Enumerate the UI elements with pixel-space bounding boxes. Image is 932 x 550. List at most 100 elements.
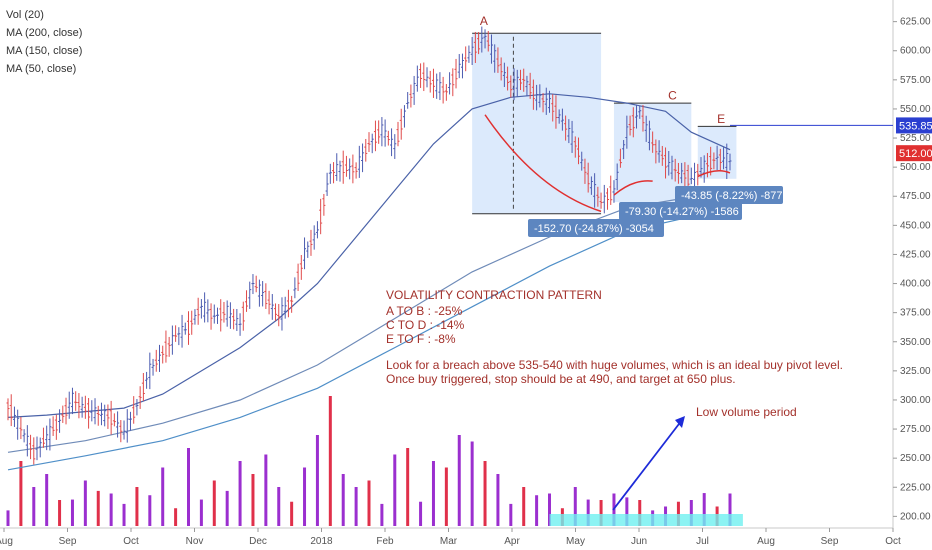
volume-bar-4 [58,500,62,526]
volume-bar-37 [483,461,487,526]
y-tick-label-2: 250.00 [900,453,931,464]
y-tick-label-3: 275.00 [900,424,931,435]
x-tick-label-14: Oct [885,536,901,547]
low-volume-arrow [612,419,683,511]
x-tick-label-4: Dec [249,536,267,547]
volume-bar-12 [161,467,165,526]
volume-bar-17 [225,490,229,526]
annotation-title: VOLATILITY CONTRACTION PATTERN [386,288,602,302]
volume-bar-13 [174,508,178,526]
legend-item-ma50[interactable]: MA (50, close) [6,63,77,75]
volume-bar-14 [187,448,190,526]
x-tick-label-13: Sep [821,536,839,547]
volume-bar-38 [496,474,500,526]
x-tick-label-3: Nov [186,536,204,547]
y-tick-label-0: 200.00 [900,511,931,522]
x-tick-label-12: Aug [757,536,775,547]
volume-bar-29 [380,503,384,526]
low-volume-arrowhead [675,416,685,428]
volume-bar-10 [135,487,139,526]
volume-bar-31 [406,448,410,526]
volume-bar-33 [431,461,435,526]
current-price-value: 535.85 [899,120,932,132]
volume-bar-2 [32,487,36,526]
volume-bar-52 [676,501,680,526]
y-tick-label-12: 500.00 [900,162,931,173]
ma50-line [7,93,731,418]
volume-bar-54 [702,493,706,526]
marker-price-tag [896,145,932,162]
volume-bar-11 [148,495,152,526]
legend-item-ma200[interactable]: MA (200, close) [6,27,83,39]
volume-bar-53 [689,500,693,526]
marker-price-value: 512.00 [899,148,932,160]
volume-bar-8 [109,493,113,526]
y-tick-label-1: 225.00 [900,482,931,493]
volume-bar-28 [367,480,371,526]
annotation-note-2: Once buy triggered, stop should be at 49… [386,372,736,386]
volume-bar-46 [599,500,603,526]
y-tick-label-16: 600.00 [900,46,931,57]
volume-bar-23 [303,467,307,526]
volume-bar-18 [238,461,242,526]
volume-bar-9 [122,503,126,526]
volume-bar-15 [199,499,203,526]
volume-bar-22 [290,501,294,526]
y-tick-label-15: 575.00 [900,75,931,86]
x-tick-label-7: Mar [440,536,458,547]
x-tick-label-11: Jul [696,536,709,547]
volume-bar-25 [328,396,332,526]
volume-bar-26 [341,474,345,526]
x-tick-label-0: Aug [0,536,13,547]
x-tick-label-2: Oct [123,536,139,547]
legend-item-ma150[interactable]: MA (150, close) [6,45,83,57]
point-label-a: A [480,14,488,28]
volume-bar-6 [83,480,87,526]
volume-bar-7 [96,490,100,526]
cup-curve-a-b [484,114,602,213]
volume-bar-36 [470,441,474,526]
volume-bar-45 [586,499,590,526]
y-tick-label-14: 550.00 [900,104,931,115]
low-volume-zone [549,514,743,526]
volume-bar-42 [548,493,551,526]
volume-bar-27 [354,487,358,526]
annotation-note-1: Look for a breach above 535-540 with hug… [386,358,843,372]
y-tick-label-5: 325.00 [900,366,931,377]
volume-bar-44 [573,487,577,526]
x-tick-label-8: Apr [504,536,520,547]
volume-bar-41 [535,495,539,526]
volume-bar-56 [728,493,732,526]
cup-curve-e-f [697,169,731,178]
cup-curve-c-d [613,180,653,196]
volume-bar-0 [6,510,10,526]
y-tick-label-17: 625.00 [900,17,931,28]
measure-tag-2 [675,186,783,204]
x-tick-label-10: Jun [631,536,647,547]
measure-tag-1 [619,202,742,220]
annotation-line-1: C TO D : -14% [386,318,465,332]
volume-bar-5 [70,499,74,526]
volume-bar-30 [393,454,397,526]
volume-bar-16 [212,480,216,526]
measure-text-2: -43.85 (-8.22%) -877 [681,190,783,202]
volume-bar-39 [509,503,513,526]
legend-item-volume[interactable]: Vol (20) [6,9,44,21]
volume-bar-34 [444,467,448,526]
x-tick-label-1: Sep [59,536,77,547]
point-label-e: E [717,112,725,126]
indicator-legend: Vol (20) MA (200, close) MA (150, close)… [6,6,82,78]
y-tick-label-10: 450.00 [900,220,931,231]
annotation-line-0: A TO B : -25% [386,304,463,318]
x-tick-label-9: May [566,536,585,547]
y-tick-label-4: 300.00 [900,395,931,406]
y-tick-label-9: 425.00 [900,249,931,260]
volume-bar-40 [522,487,526,526]
y-axis-panel [893,0,932,550]
measure-text-0: -152.70 (-24.87%) -3054 [534,223,654,235]
volume-bar-32 [419,501,423,526]
volume-bar-19 [251,474,255,526]
annotation-line-2: E TO F : -8% [386,332,456,346]
